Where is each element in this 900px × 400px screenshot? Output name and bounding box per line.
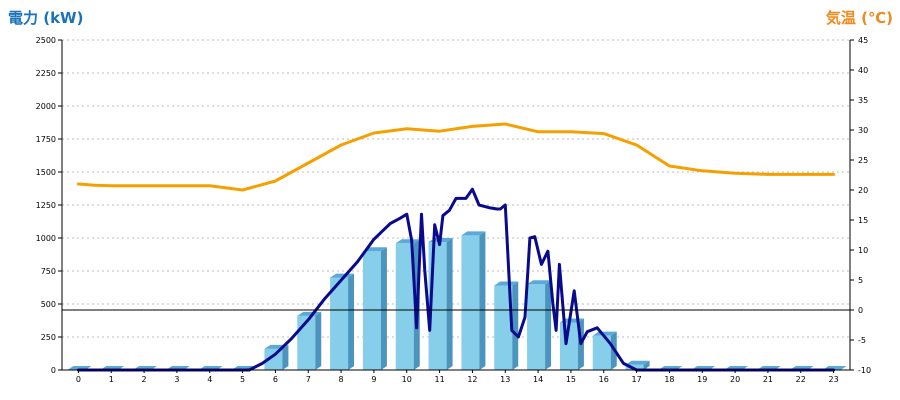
power-bar-front bbox=[362, 251, 381, 370]
power-bar bbox=[461, 231, 486, 370]
x-tick-label: 17 bbox=[631, 375, 641, 384]
x-tick-label: 14 bbox=[533, 375, 543, 384]
power-bar-front bbox=[592, 335, 611, 370]
grid-lines bbox=[62, 39, 850, 338]
x-tick-label: 21 bbox=[763, 375, 773, 384]
power-bar bbox=[330, 273, 355, 370]
x-tick-label: 7 bbox=[306, 375, 311, 384]
x-tick-label: 12 bbox=[467, 375, 477, 384]
temperature-line bbox=[76, 122, 836, 192]
power-bar-front bbox=[264, 348, 283, 370]
left-tick-label: 2500 bbox=[36, 36, 56, 45]
x-tick-label: 19 bbox=[697, 375, 707, 384]
right-tick-label: 0 bbox=[858, 306, 863, 315]
power-bar-side bbox=[643, 360, 650, 370]
x-tick-label: 8 bbox=[339, 375, 344, 384]
right-tick-label: 10 bbox=[858, 246, 868, 255]
x-tick-label: 5 bbox=[240, 375, 245, 384]
left-tick-label: 1250 bbox=[36, 201, 56, 210]
right-tick-label: 5 bbox=[858, 276, 863, 285]
x-tick-label: 23 bbox=[828, 375, 838, 384]
power-bar-side bbox=[446, 237, 453, 370]
left-tick-label: 0 bbox=[51, 366, 56, 375]
x-tick-label: 6 bbox=[273, 375, 278, 384]
left-tick-label: 500 bbox=[41, 300, 56, 309]
power-bar-top bbox=[461, 231, 486, 236]
power-bar-front bbox=[330, 277, 349, 370]
power-bar-side bbox=[315, 311, 322, 370]
left-tick-label: 2250 bbox=[36, 69, 56, 78]
power-bar-top bbox=[592, 331, 617, 336]
x-tick-label: 9 bbox=[371, 375, 376, 384]
power-bar-side bbox=[348, 273, 355, 370]
right-tick-label: 20 bbox=[858, 186, 868, 195]
right-tick-label: 35 bbox=[858, 96, 868, 105]
power-bar bbox=[362, 247, 387, 370]
power-bar-top bbox=[527, 280, 552, 285]
left-tick-label: 250 bbox=[41, 333, 56, 342]
right-tick-label: 15 bbox=[858, 216, 868, 225]
power-bar-side bbox=[512, 281, 519, 370]
x-tick-label: 10 bbox=[402, 375, 412, 384]
power-bar-front bbox=[527, 284, 546, 370]
power-bar-side bbox=[545, 280, 552, 370]
x-tick-label: 4 bbox=[207, 375, 212, 384]
x-tick-label: 15 bbox=[566, 375, 576, 384]
x-tick-label: 13 bbox=[500, 375, 510, 384]
power-bar bbox=[494, 281, 519, 370]
x-tick-label: 11 bbox=[434, 375, 444, 384]
left-tick-label: 750 bbox=[41, 267, 56, 276]
right-tick-label: 25 bbox=[858, 156, 868, 165]
right-tick-label: 30 bbox=[858, 126, 868, 135]
power-bar-side bbox=[380, 247, 387, 370]
power-bar-front bbox=[494, 285, 513, 370]
right-tick-label: 40 bbox=[858, 66, 868, 75]
power-bar-front bbox=[297, 315, 316, 370]
power-bar-front bbox=[395, 243, 414, 370]
left-tick-label: 1000 bbox=[36, 234, 56, 243]
power-bar bbox=[297, 311, 322, 370]
axes: 02505007501000125015001750200022502500-1… bbox=[36, 36, 871, 384]
x-tick-label: 20 bbox=[730, 375, 740, 384]
x-tick-label: 22 bbox=[796, 375, 806, 384]
right-axis-title: 気温 (℃) bbox=[826, 9, 893, 27]
x-tick-label: 16 bbox=[599, 375, 609, 384]
line-series bbox=[76, 122, 836, 372]
power-bar bbox=[592, 331, 617, 370]
power-bars bbox=[67, 231, 847, 370]
left-tick-label: 2000 bbox=[36, 102, 56, 111]
power-bar-top bbox=[395, 239, 420, 244]
power-bar-top bbox=[625, 360, 650, 365]
power-bar bbox=[264, 344, 289, 370]
x-tick-label: 1 bbox=[109, 375, 114, 384]
power-bar-side bbox=[479, 231, 486, 370]
power-bar-side bbox=[282, 344, 289, 370]
power-bar bbox=[527, 280, 552, 370]
left-tick-label: 1750 bbox=[36, 135, 56, 144]
right-tick-label: 45 bbox=[858, 36, 868, 45]
x-tick-label: 2 bbox=[142, 375, 147, 384]
x-tick-label: 18 bbox=[664, 375, 674, 384]
left-tick-label: 1500 bbox=[36, 168, 56, 177]
x-tick-label: 3 bbox=[174, 375, 179, 384]
power-line bbox=[76, 187, 836, 372]
right-tick-label: -5 bbox=[858, 336, 866, 345]
x-tick-label: 0 bbox=[76, 375, 81, 384]
power-bar-front bbox=[461, 235, 480, 370]
right-tick-label: -10 bbox=[858, 366, 871, 375]
power-bar-top bbox=[494, 281, 519, 286]
left-axis-title: 電力 (kW) bbox=[8, 9, 83, 27]
